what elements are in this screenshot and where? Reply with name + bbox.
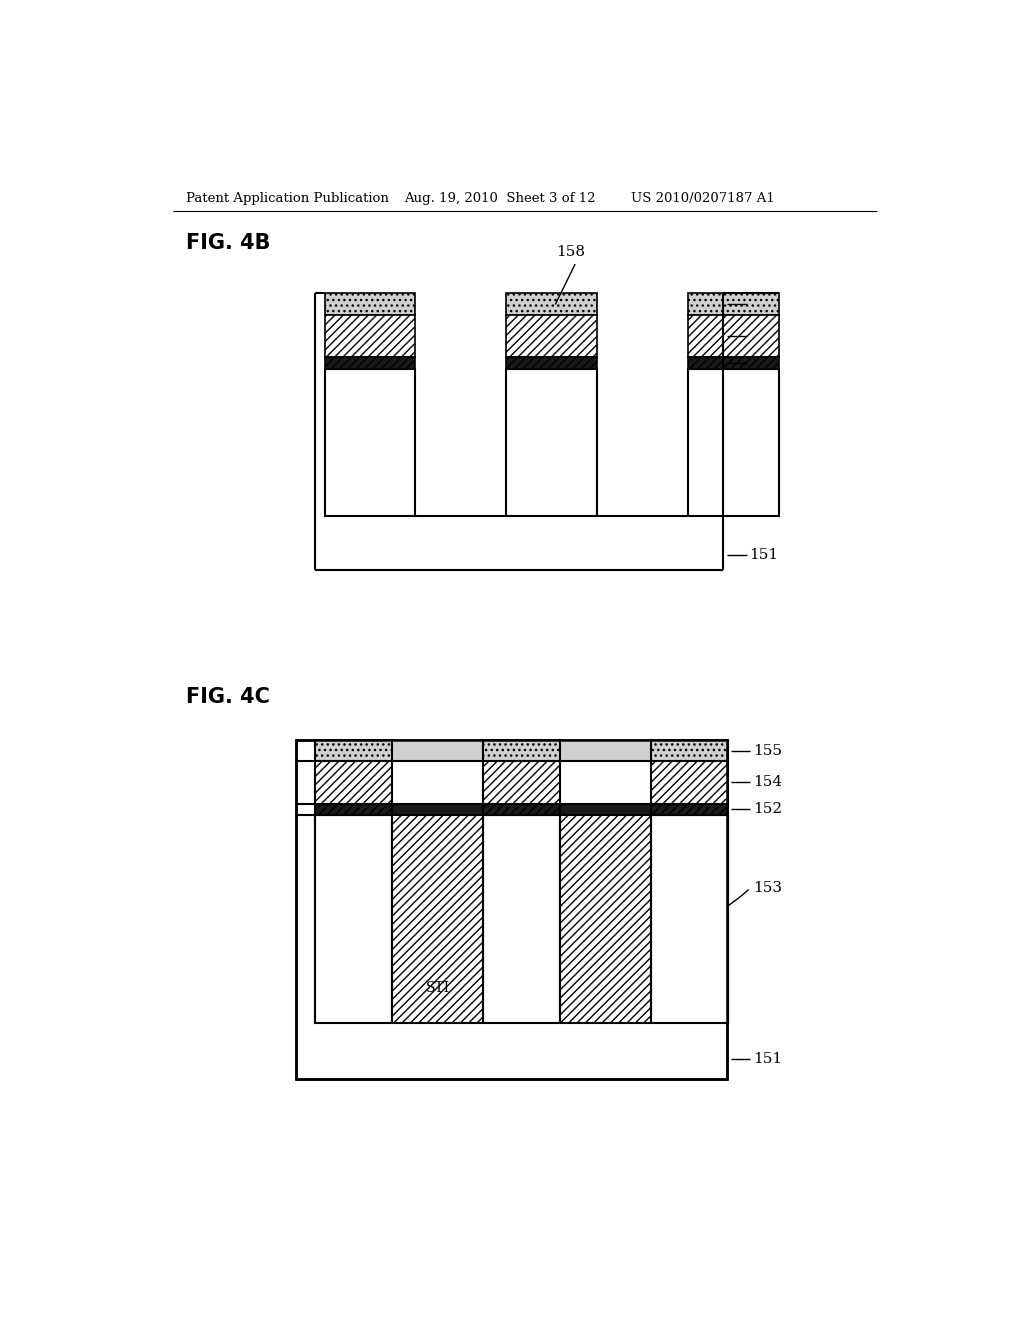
Bar <box>315 762 392 804</box>
Bar <box>560 762 651 804</box>
Bar <box>315 804 392 816</box>
Bar <box>506 293 597 314</box>
Bar <box>296 739 727 1078</box>
Bar <box>315 739 392 762</box>
Bar <box>483 804 560 816</box>
Bar <box>315 516 325 570</box>
Bar <box>651 739 728 762</box>
Text: 158: 158 <box>556 244 586 259</box>
Bar <box>483 816 560 1023</box>
Bar <box>506 368 597 516</box>
Bar <box>392 804 483 816</box>
Bar <box>724 516 779 570</box>
Bar <box>392 816 483 1023</box>
Bar <box>315 816 392 1023</box>
Text: Aug. 19, 2010  Sheet 3 of 12: Aug. 19, 2010 Sheet 3 of 12 <box>403 191 595 205</box>
Text: 151: 151 <box>749 548 778 562</box>
Bar <box>416 516 506 570</box>
Bar <box>651 816 728 1023</box>
Bar <box>296 739 727 1078</box>
Bar <box>483 762 560 804</box>
Bar <box>560 816 651 1023</box>
Bar <box>651 762 728 804</box>
Bar <box>597 516 688 570</box>
Bar <box>325 293 416 314</box>
Bar <box>392 739 483 762</box>
Text: 154: 154 <box>749 329 778 343</box>
Bar <box>651 804 728 816</box>
Bar <box>325 314 416 358</box>
Text: 152: 152 <box>749 356 778 370</box>
Text: 154: 154 <box>753 775 782 789</box>
Text: 153: 153 <box>753 880 781 895</box>
Bar <box>688 314 779 358</box>
Bar <box>560 804 651 816</box>
Bar <box>506 314 597 358</box>
Bar <box>325 358 416 368</box>
Text: 155: 155 <box>749 297 778 312</box>
Bar <box>506 358 597 368</box>
Text: FIG. 4B: FIG. 4B <box>186 234 270 253</box>
Text: US 2010/0207187 A1: US 2010/0207187 A1 <box>631 191 775 205</box>
Bar <box>688 293 779 314</box>
Bar <box>688 358 779 368</box>
Bar <box>688 368 779 516</box>
Bar <box>392 762 483 804</box>
Text: 152: 152 <box>753 803 782 817</box>
Bar <box>325 368 416 516</box>
Text: Patent Application Publication: Patent Application Publication <box>186 191 389 205</box>
Text: 151: 151 <box>753 1052 782 1067</box>
Bar <box>560 739 651 762</box>
Text: 155: 155 <box>753 743 781 758</box>
Text: STI: STI <box>426 982 450 995</box>
Bar <box>483 739 560 762</box>
Text: FIG. 4C: FIG. 4C <box>186 688 270 708</box>
